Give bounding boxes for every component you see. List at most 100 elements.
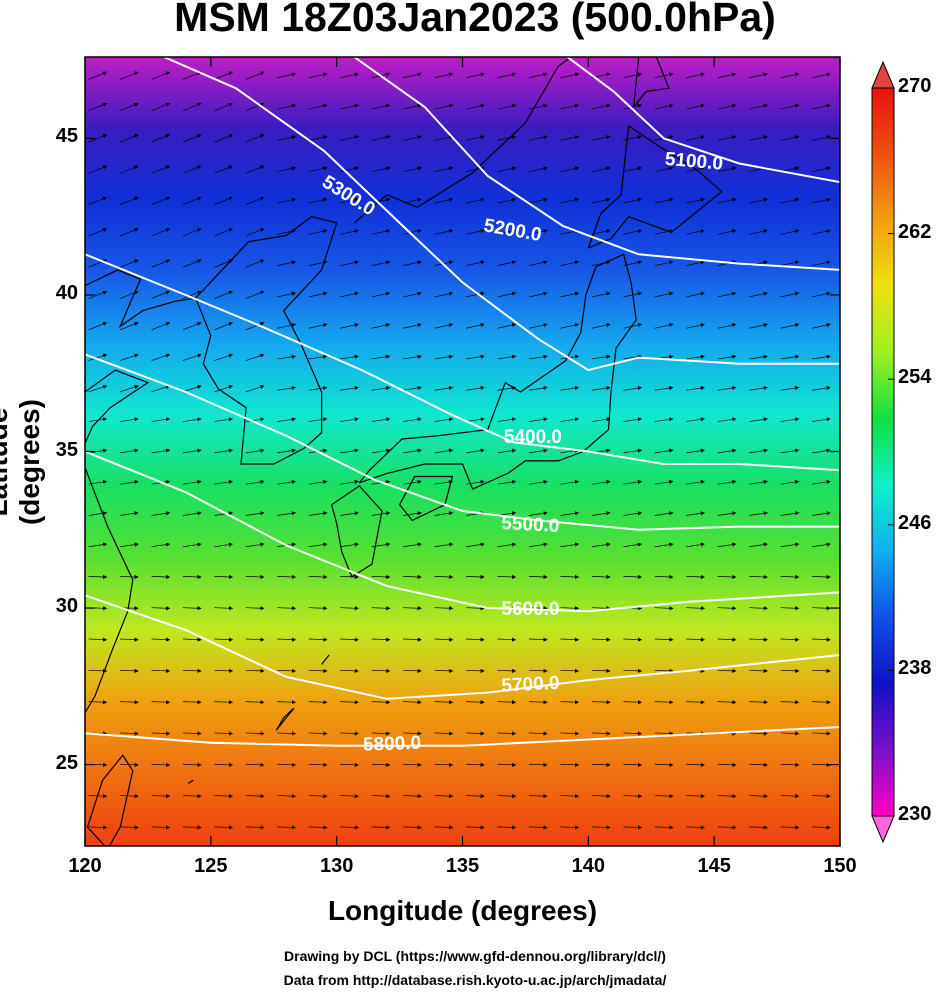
- wind-arrow: [245, 102, 265, 112]
- wind-arrow: [686, 637, 705, 642]
- wind-arrow: [434, 731, 454, 736]
- colorbar-lower-arrow: [871, 815, 895, 844]
- wind-arrow: [466, 103, 485, 110]
- wind-arrow: [151, 196, 171, 205]
- wind-arrow: [151, 511, 171, 516]
- wind-arrow: [466, 762, 485, 767]
- wind-arrow: [654, 229, 674, 235]
- wind-arrow: [623, 511, 643, 516]
- contour-label: 5100.0: [664, 149, 724, 175]
- wind-arrow: [277, 322, 297, 329]
- wind-arrow: [214, 385, 234, 393]
- wind-arrow: [308, 762, 328, 767]
- wind-arrow: [277, 197, 297, 204]
- wind-arrow: [780, 700, 800, 705]
- wind-arrow: [654, 417, 674, 422]
- wind-arrow: [497, 135, 517, 141]
- wind-arrow: [403, 229, 422, 235]
- wind-arrow: [277, 479, 297, 485]
- wind-arrow: [88, 700, 108, 705]
- wind-arrow: [403, 448, 422, 454]
- wind-arrow: [434, 229, 454, 235]
- wind-arrow: [88, 165, 108, 174]
- wind-arrow: [812, 291, 831, 298]
- wind-arrow: [591, 166, 611, 173]
- wind-arrow: [434, 700, 454, 705]
- wind-arrow: [780, 135, 800, 141]
- wind-arrow: [434, 606, 454, 611]
- wind-arrow: [686, 511, 705, 516]
- wind-arrow: [120, 668, 139, 673]
- wind-arrow: [403, 354, 422, 360]
- wind-arrow: [182, 511, 202, 516]
- wind-arrow: [214, 542, 234, 548]
- wind-arrow: [591, 542, 611, 548]
- wind-arrow: [497, 731, 517, 736]
- wind-arrow: [749, 417, 768, 422]
- wind-arrow: [749, 606, 768, 611]
- colorbar-tick-marks: [888, 87, 894, 817]
- wind-arrow: [245, 134, 265, 143]
- wind-arrow: [812, 794, 831, 799]
- wind-arrow: [403, 825, 422, 830]
- wind-arrow: [812, 197, 831, 204]
- wind-arrow: [245, 606, 265, 611]
- wind-arrow: [308, 637, 328, 642]
- wind-arrow: [780, 291, 800, 298]
- wind-arrow: [245, 762, 265, 767]
- wind-arrow: [308, 668, 328, 673]
- coastline: [187, 779, 194, 784]
- wind-arrow: [214, 259, 234, 268]
- wind-arrow: [623, 542, 643, 548]
- wind-arrow: [214, 794, 234, 799]
- wind-arrow: [623, 825, 643, 830]
- contour-label: 5400.0: [504, 427, 562, 448]
- wind-arrow: [686, 417, 705, 422]
- wind-arrow: [560, 479, 580, 485]
- x-tick-label: 120: [68, 855, 102, 877]
- wind-arrow: [623, 762, 643, 767]
- wind-arrow: [749, 385, 768, 391]
- wind-arrow: [151, 134, 171, 143]
- wind-arrow: [560, 574, 580, 580]
- height-contour: [85, 594, 840, 700]
- wind-arrow: [245, 448, 265, 454]
- wind-arrow: [591, 260, 611, 266]
- wind-arrow: [717, 511, 737, 516]
- wind-arrow: [780, 794, 800, 799]
- wind-arrow: [623, 668, 643, 673]
- x-tick-label: 140: [571, 855, 606, 877]
- wind-arrow: [591, 637, 611, 642]
- wind-arrow: [466, 385, 485, 391]
- wind-arrow: [182, 668, 202, 673]
- wind-arrow: [214, 290, 234, 299]
- wind-arrow: [245, 322, 265, 331]
- wind-arrow: [403, 794, 422, 799]
- wind-arrow: [340, 606, 359, 611]
- wind-arrow: [151, 762, 171, 767]
- wind-arrow: [214, 102, 234, 112]
- wind-arrow: [686, 354, 705, 360]
- wind-arrow: [151, 825, 171, 830]
- wind-arrow: [780, 260, 800, 266]
- wind-arrow: [654, 260, 674, 266]
- wind-arrow: [528, 700, 548, 705]
- wind-arrow: [119, 134, 139, 143]
- wind-arrow: [182, 134, 202, 143]
- wind-arrow: [812, 135, 831, 141]
- wind-arrow: [182, 165, 202, 174]
- wind-arrow: [749, 762, 768, 767]
- wind-arrow: [497, 542, 517, 548]
- coastlines: [85, 57, 723, 846]
- wind-arrow: [780, 417, 800, 422]
- wind-arrow: [151, 290, 171, 299]
- wind-arrow: [812, 825, 831, 830]
- wind-arrow: [182, 71, 202, 80]
- wind-arrow: [340, 135, 359, 141]
- wind-arrow: [340, 291, 359, 298]
- wind-arrow: [780, 72, 800, 79]
- wind-arrow: [340, 574, 359, 580]
- wind-arrow: [277, 448, 297, 454]
- wind-arrow: [560, 731, 580, 736]
- wind-arrow: [245, 700, 265, 705]
